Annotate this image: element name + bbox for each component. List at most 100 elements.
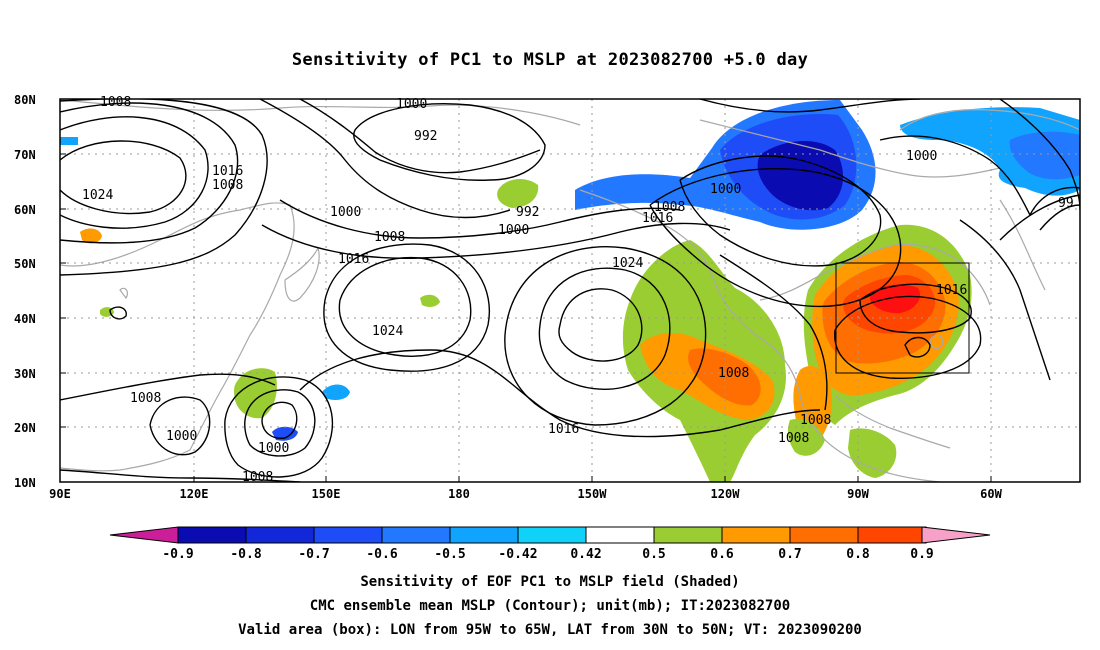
negative-shade-west-pacific-2 — [322, 384, 350, 400]
map-title: Sensitivity of PC1 to MSLP at 2023082700… — [291, 50, 809, 70]
contour-1000-typhoon — [261, 401, 298, 439]
contour-label: 1016 — [642, 211, 673, 226]
contour-label: 1008 — [718, 366, 749, 381]
colorbar-label: 0.42 — [570, 547, 601, 562]
lat-label: 20N — [14, 421, 36, 435]
positive-shade-east-asia — [80, 228, 102, 244]
colorbar-label: -0.9 — [162, 547, 193, 562]
positive-shade-caribbean — [848, 428, 897, 478]
negative-shade-west-pacific — [272, 426, 298, 441]
positive-shade-gulf-green — [787, 418, 825, 456]
contour-label: 1008 — [130, 391, 161, 406]
negative-shade-greenland-inner — [1009, 131, 1080, 180]
colorbar-label: 0.5 — [642, 547, 665, 562]
positive-shade-dateline — [420, 294, 440, 307]
contour-1024-east — [558, 288, 643, 362]
valid-area-box — [835, 262, 970, 374]
coastlines — [60, 99, 1080, 482]
contour-label: 1024 — [372, 324, 403, 339]
lon-label: 120W — [711, 487, 741, 501]
colorbar-label: 0.7 — [778, 547, 801, 562]
contour-label: 1000 — [906, 149, 937, 164]
lat-label: 40N — [14, 312, 36, 326]
negative-shade-nw — [60, 137, 78, 145]
colorbar-segment — [313, 526, 383, 544]
contour-label: 99 — [1058, 196, 1074, 211]
contour-label: 1016 — [338, 252, 369, 267]
mslp-contours — [60, 99, 1080, 482]
contour-label: 1000 — [258, 441, 289, 456]
lon-label: 150W — [578, 487, 608, 501]
lon-label: 120E — [180, 487, 209, 501]
contour-992-low — [353, 103, 546, 181]
contour-1024-asia — [60, 140, 187, 215]
colorbar-left-triangle — [109, 526, 179, 544]
colorbar-label: -0.42 — [498, 547, 537, 562]
colorbar-segment — [789, 526, 859, 544]
contour-label: 1008 — [778, 431, 809, 446]
contour-label: 1000 — [396, 97, 427, 112]
colorbar-segment — [381, 526, 451, 544]
colorbar-right-triangle — [921, 526, 991, 544]
colorbar-segment — [449, 526, 519, 544]
lon-label: 60W — [980, 487, 1002, 501]
contour-label: 1016 — [936, 283, 967, 298]
lon-label: 90E — [49, 487, 71, 501]
lat-label: 60N — [14, 203, 36, 217]
contour-label: 1000 — [330, 205, 361, 220]
colorbar-label: -0.8 — [230, 547, 261, 562]
lon-label: 180 — [448, 487, 470, 501]
colorbar-label: 0.9 — [910, 547, 933, 562]
colorbar-label: 0.8 — [846, 547, 870, 562]
contour-1024-pacific — [338, 256, 472, 357]
contour-1016-atlantic — [859, 283, 972, 334]
colorbar-label: -0.6 — [366, 547, 397, 562]
graticule — [60, 99, 1080, 482]
contour-1000-scs — [149, 396, 211, 456]
colorbar-label: -0.7 — [298, 547, 329, 562]
contour-label: 992 — [516, 205, 539, 220]
caption-line-3: Valid area (box): LON from 95W to 65W, L… — [238, 622, 862, 638]
colorbar-segment — [653, 526, 723, 544]
colorbar: -0.9 -0.8 -0.7 -0.6 -0.5 -0.42 0.42 0.5 … — [109, 526, 991, 562]
positive-shade-atlantic-peak — [870, 284, 920, 314]
latitude-labels: 80N 70N 60N 50N 40N 30N 20N 10N — [14, 93, 36, 490]
colorbar-label: 0.6 — [710, 547, 734, 562]
contour-label: 1008 — [654, 200, 685, 215]
colorbar-segment — [857, 526, 927, 544]
lon-label: 150E — [312, 487, 341, 501]
contour-label: 1008 — [212, 178, 243, 193]
colorbar-label: -0.5 — [434, 547, 465, 562]
colorbar-segment — [517, 526, 587, 544]
contour-label: 1008 — [374, 230, 405, 245]
colorbar-segment — [721, 526, 791, 544]
lat-label: 70N — [14, 148, 36, 162]
contour-label: 1008 — [100, 95, 131, 110]
contour-label: 1016 — [212, 164, 243, 179]
contour-label: 1024 — [82, 188, 113, 203]
contour-label: 1000 — [498, 223, 529, 238]
colorbar-segment — [177, 526, 247, 544]
lat-label: 30N — [14, 367, 36, 381]
lat-label: 80N — [14, 93, 36, 107]
caption-line-2: CMC ensemble mean MSLP (Contour); unit(m… — [309, 598, 791, 614]
lat-label: 50N — [14, 257, 36, 271]
contour-label: 1008 — [800, 413, 831, 428]
colorbar-segment — [245, 526, 315, 544]
caption-line-1: Sensitivity of EOF PC1 to MSLP field (Sh… — [360, 574, 740, 590]
positive-shade-pacific-dark — [688, 348, 761, 406]
lat-label: 10N — [14, 476, 36, 490]
contour-label: 1016 — [548, 422, 579, 437]
positive-shade-mid-pacific — [497, 178, 539, 208]
longitude-labels: 90E 120E 150E 180 150W 120W 90W 60W — [49, 487, 1002, 501]
colorbar-segment — [585, 526, 655, 544]
axis-ticks — [59, 98, 992, 483]
contour-label: 992 — [414, 129, 437, 144]
contour-label: 1000 — [166, 429, 197, 444]
lon-label: 90W — [847, 487, 869, 501]
contour-label: 1000 — [710, 182, 741, 197]
plot-frame — [59, 98, 1081, 483]
negative-shade-canada-core — [757, 140, 844, 211]
contour-label: 1024 — [612, 256, 643, 271]
